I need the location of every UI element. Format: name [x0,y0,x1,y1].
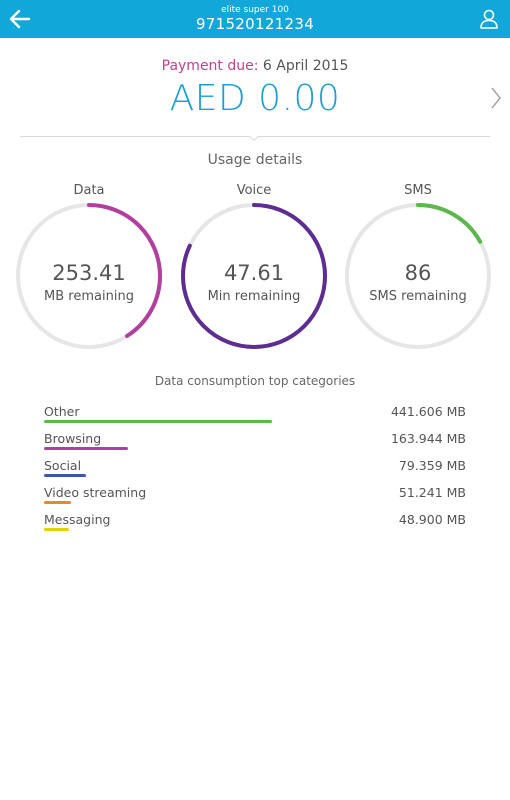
category-name: Browsing [44,431,102,446]
data-ring [16,203,162,349]
arrow-left-icon[interactable] [8,8,32,30]
top-app-bar: elite super 100 971520121234 [0,0,510,38]
category-name: Video streaming [44,485,147,500]
payment-due-label: Payment due: [161,58,259,74]
usage-details-title: Usage details [207,152,303,168]
category-bar [44,501,71,504]
gauge-unit: MB remaining [44,289,134,304]
chevron-right-icon[interactable] [490,86,502,110]
payment-due-date: 6 April 2015 [262,58,349,74]
divider-notch [249,135,259,141]
category-bar [44,474,86,477]
gauge-value: 47.61 [223,261,285,285]
user-icon[interactable] [478,8,500,30]
category-value: 51.241 MB [398,485,466,500]
sms-gauge[interactable]: SMS 86 SMS remaining [338,183,498,351]
category-value: 79.359 MB [398,458,466,473]
voice-gauge[interactable]: Voice 47.61 Min remaining [174,183,334,351]
category-bar [44,420,272,423]
category-value: 48.900 MB [398,512,466,527]
category-bar [44,447,128,450]
category-row-browsing[interactable]: Browsing 163.944 MB [44,429,466,456]
category-name: Other [44,404,80,419]
gauge-unit: Min remaining [207,289,301,304]
sms-ring [345,203,491,349]
gauge-label: SMS [404,183,432,198]
category-row-video-streaming[interactable]: Video streaming 51.241 MB [44,483,466,510]
category-value: 163.944 MB [390,431,466,446]
category-row-messaging[interactable]: Messaging 48.900 MB [44,510,466,537]
data-gauge[interactable]: Data 253.41 MB remaining [9,183,169,351]
category-list: Other 441.606 MB Browsing 163.944 MB Soc… [44,402,466,537]
category-name: Messaging [44,512,111,527]
gauge-label: Data [73,183,105,198]
plan-name: elite super 100 [221,5,289,15]
category-name: Social [44,458,82,473]
gauge-label: Voice [236,183,272,198]
categories-title: Data consumption top categories [154,374,356,388]
category-row-social[interactable]: Social 79.359 MB [44,456,466,483]
voice-ring [181,203,327,349]
payment-due-line: Payment due: 6 April 2015 [0,58,510,74]
phone-number: 971520121234 [195,15,315,33]
category-bar [44,528,69,531]
category-row-other[interactable]: Other 441.606 MB [44,402,466,429]
gauge-value: 253.41 [52,261,126,285]
category-value: 441.606 MB [390,404,466,419]
gauge-value: 86 [404,261,432,285]
amount-due: AED 0.00 [169,78,341,119]
gauge-unit: SMS remaining [369,289,467,304]
